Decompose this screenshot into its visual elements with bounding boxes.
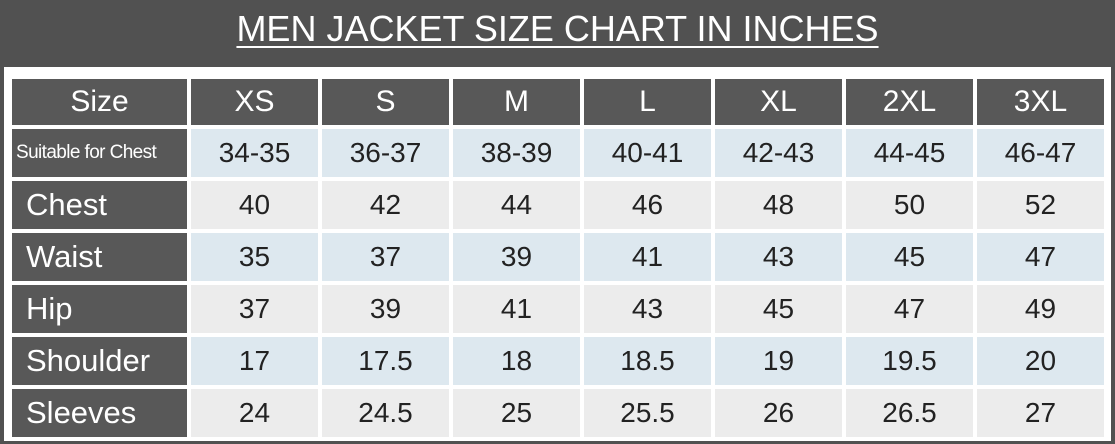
measurement-cell: 39 [453,233,580,281]
measurement-cell: 50 [846,181,973,229]
measurement-cell: 18 [453,337,580,385]
measurement-cell: 24.5 [322,389,449,437]
measurement-cell: 44-45 [846,129,973,177]
measurement-cell: 45 [715,285,842,333]
row-label: Sleeves [12,389,187,437]
measurement-cell: 47 [846,285,973,333]
size-header: XL [715,79,842,125]
measurement-cell: 40 [191,181,318,229]
measurement-cell: 34-35 [191,129,318,177]
row-label: Shoulder [12,337,187,385]
size-header: 3XL [977,79,1104,125]
measurement-cell: 42 [322,181,449,229]
measurement-cell: 46-47 [977,129,1104,177]
measurement-cell: 17 [191,337,318,385]
measurement-cell: 26 [715,389,842,437]
table-frame: Size XS S M L XL 2XL 3XL Suitable for Chest 34-35… [4,67,1111,441]
measurement-cell: 19.5 [846,337,973,385]
measurement-cell: 44 [453,181,580,229]
measurement-cell: 39 [322,285,449,333]
measurement-cell: 38-39 [453,129,580,177]
measurement-cell: 26.5 [846,389,973,437]
measurement-cell: 25.5 [584,389,711,437]
measurement-cell: 36-37 [322,129,449,177]
measurement-cell: 40-41 [584,129,711,177]
measurement-cell: 27 [977,389,1104,437]
size-header: 2XL [846,79,973,125]
size-table: Size XS S M L XL 2XL 3XL Suitable for Chest 34-35… [12,79,1104,437]
measurement-cell: 47 [977,233,1104,281]
row-label: Chest [12,181,187,229]
measurement-cell: 48 [715,181,842,229]
measurement-cell: 43 [715,233,842,281]
measurement-cell: 17.5 [322,337,449,385]
measurement-cell: 18.5 [584,337,711,385]
measurement-cell: 24 [191,389,318,437]
row-label: Waist [12,233,187,281]
measurement-cell: 37 [191,285,318,333]
size-header: L [584,79,711,125]
measurement-cell: 42-43 [715,129,842,177]
measurement-cell: 52 [977,181,1104,229]
measurement-cell: 37 [322,233,449,281]
row-label: Suitable for Chest [12,129,187,177]
measurement-cell: 41 [584,233,711,281]
measurement-cell: 45 [846,233,973,281]
measurement-cell: 25 [453,389,580,437]
size-header: XS [191,79,318,125]
header-label: Size [12,79,187,125]
measurement-cell: 41 [453,285,580,333]
measurement-cell: 35 [191,233,318,281]
size-header: S [322,79,449,125]
measurement-cell: 46 [584,181,711,229]
measurement-cell: 19 [715,337,842,385]
measurement-cell: 49 [977,285,1104,333]
size-header: M [453,79,580,125]
measurement-cell: 20 [977,337,1104,385]
measurement-cell: 43 [584,285,711,333]
row-label: Hip [12,285,187,333]
title: MEN JACKET SIZE CHART IN INCHES [236,8,879,49]
